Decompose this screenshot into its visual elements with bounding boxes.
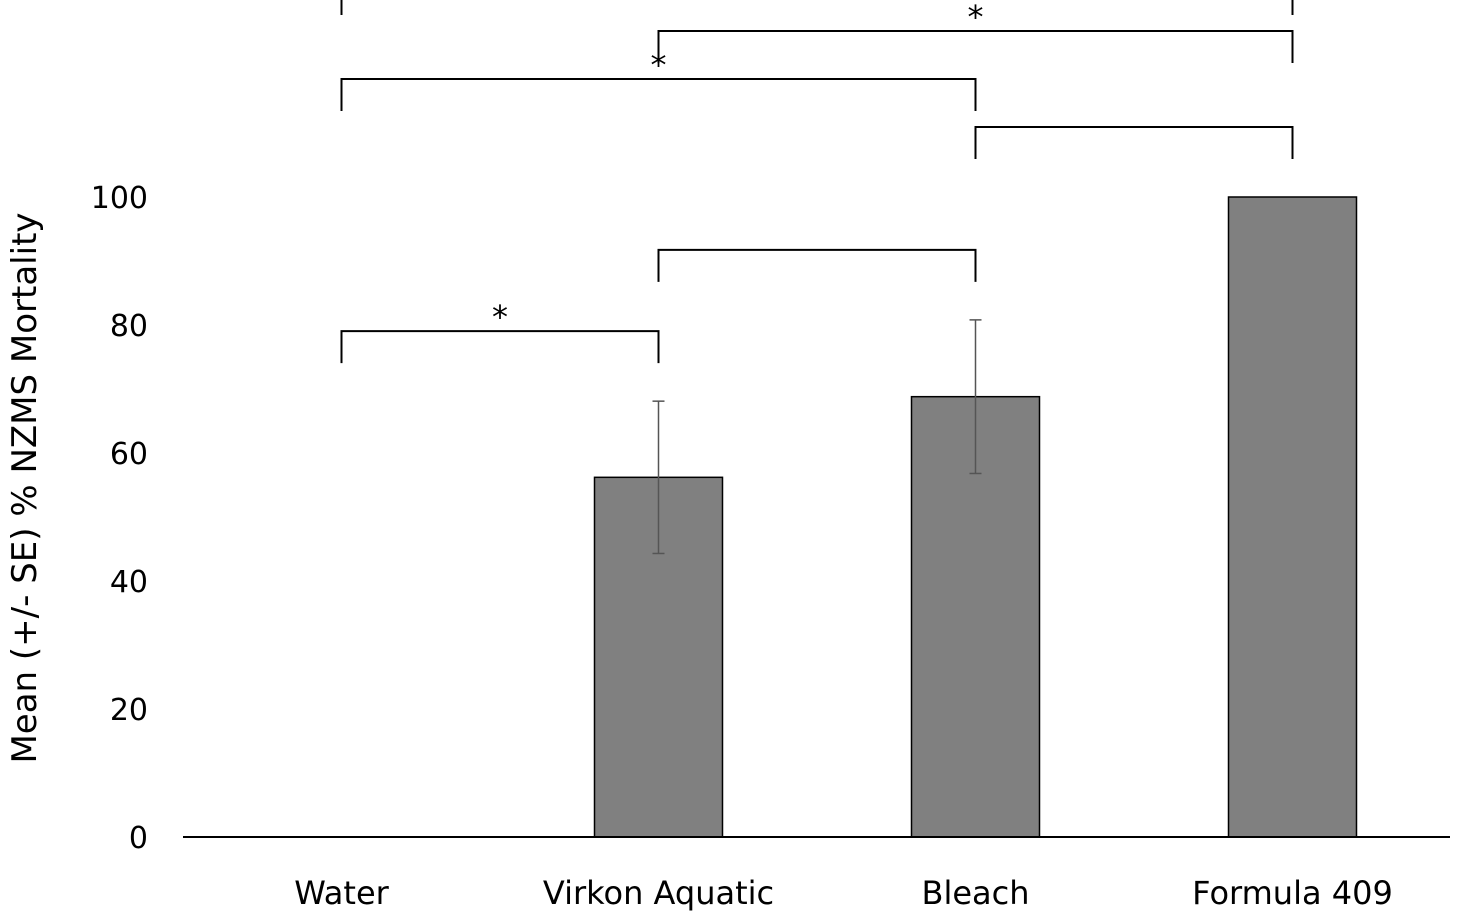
x-category-label: Formula 409 xyxy=(1192,874,1393,912)
y-tick-label: 20 xyxy=(110,693,148,728)
y-tick-label: 60 xyxy=(110,437,148,472)
significance-bracket xyxy=(974,126,1294,159)
significance-bracket: * xyxy=(340,46,977,111)
y-tick-label: 40 xyxy=(110,565,148,600)
bar-formula-409 xyxy=(1227,196,1358,838)
significance-bracket-line xyxy=(340,78,977,111)
significance-bracket: * xyxy=(340,0,1294,15)
significance-bracket-line xyxy=(657,30,1294,63)
y-tick-label: 100 xyxy=(91,181,148,216)
error-bar xyxy=(652,400,665,555)
significance-asterisk: * xyxy=(492,298,508,336)
significance-bracket: * xyxy=(340,298,660,364)
significance-asterisk: * xyxy=(968,0,984,36)
y-tick-label: 80 xyxy=(110,309,148,344)
significance-asterisk: * xyxy=(651,46,667,84)
significance-bracket-line xyxy=(340,0,1294,15)
significance-bracket: * xyxy=(657,0,1294,63)
significance-bracket xyxy=(657,248,977,282)
y-tick-label: 0 xyxy=(129,821,148,856)
error-bar xyxy=(969,319,982,475)
x-category-label: Virkon Aquatic xyxy=(543,874,774,912)
significance-bracket-line xyxy=(974,126,1294,159)
x-category-label: Water xyxy=(294,874,389,912)
significance-bracket-line xyxy=(657,248,977,282)
x-category-label: Bleach xyxy=(921,874,1029,912)
y-axis-title: Mean (+/- SE) % NZMS Mortality xyxy=(5,212,45,763)
significance-bracket-line xyxy=(340,330,660,364)
